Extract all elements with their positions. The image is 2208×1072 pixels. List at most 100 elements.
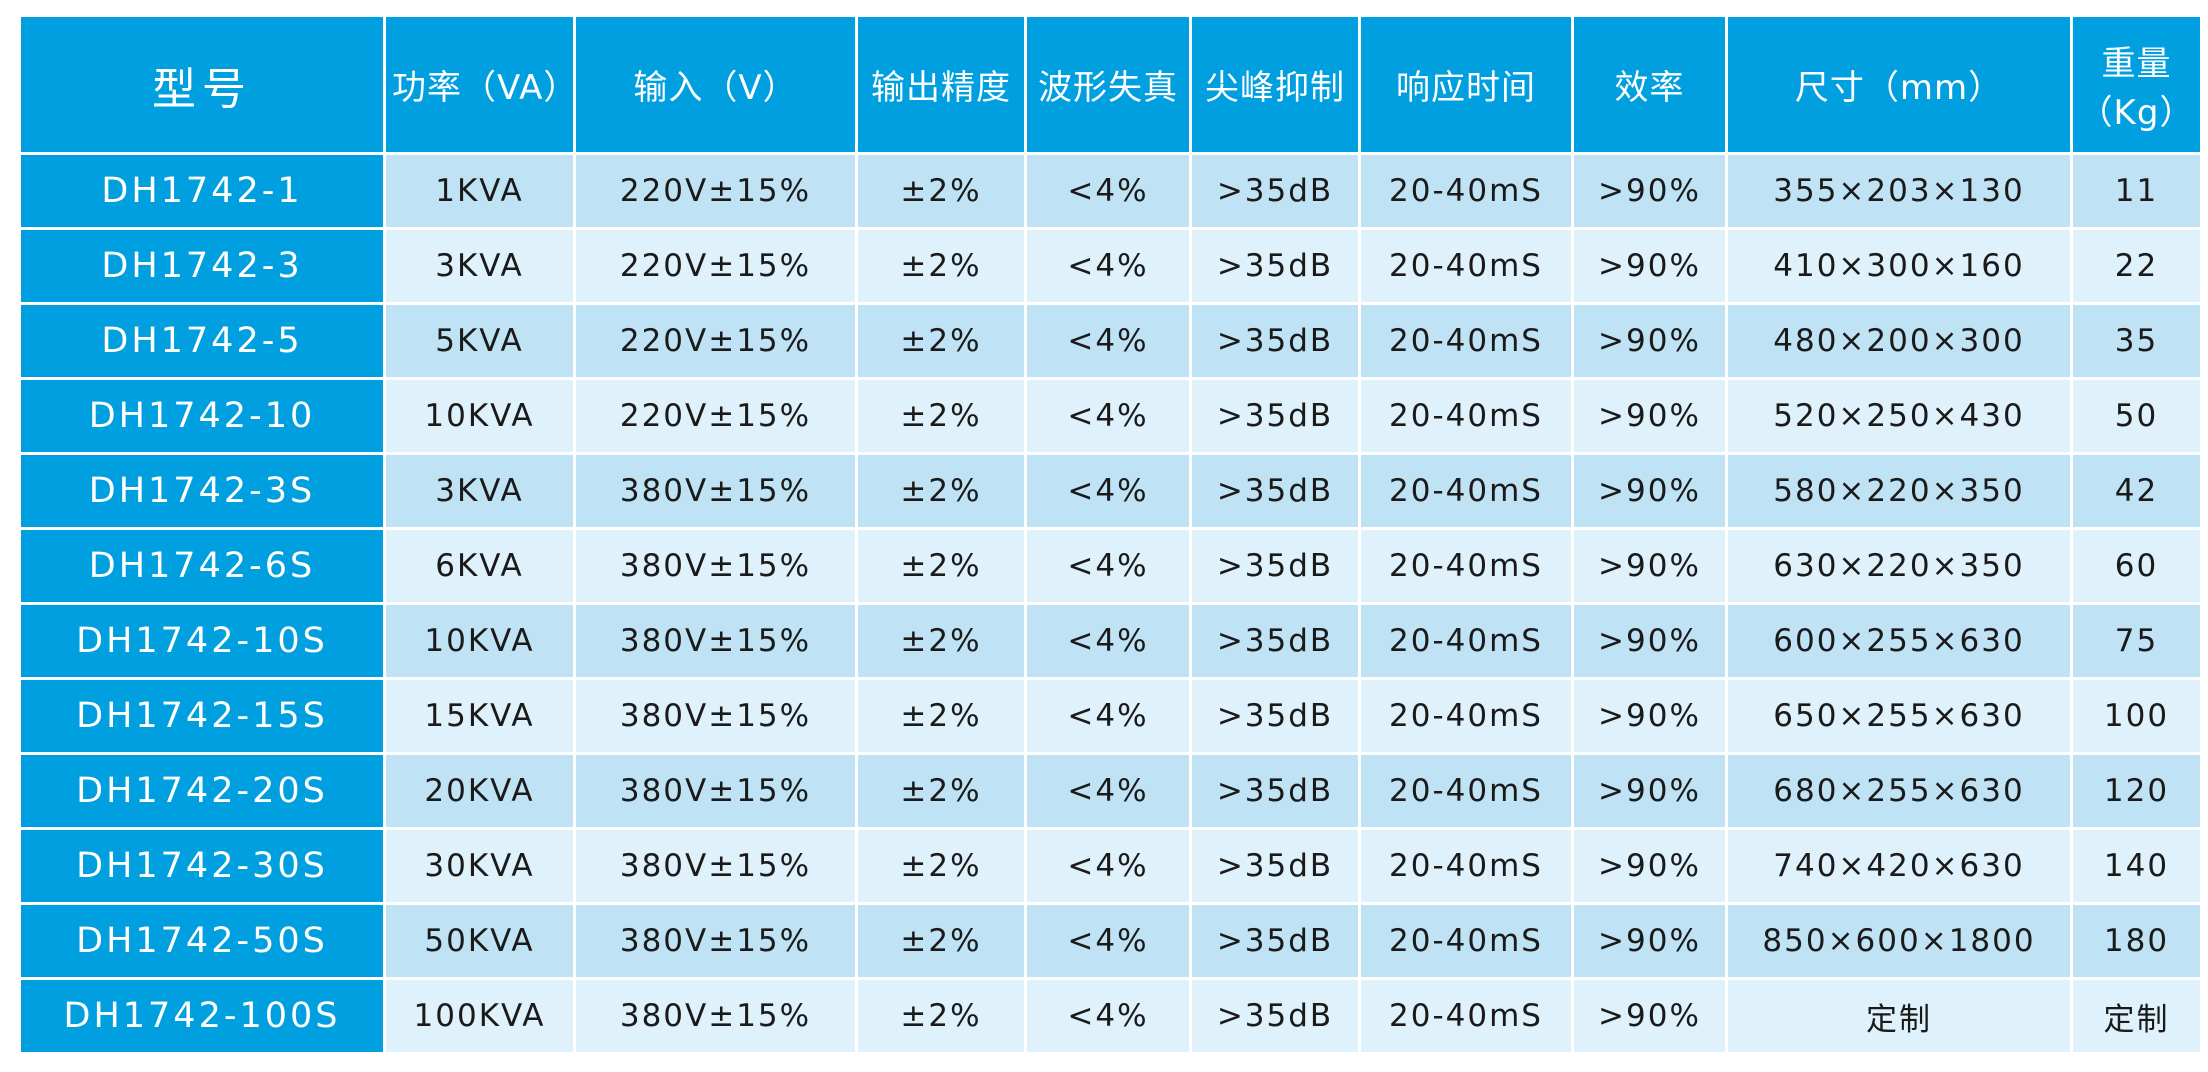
data-cell: <4% — [1027, 830, 1189, 902]
data-cell: 15KVA — [386, 680, 573, 752]
data-cell: ±2% — [858, 530, 1024, 602]
data-cell: >90% — [1574, 980, 1725, 1052]
data-cell: 20-40mS — [1361, 305, 1571, 377]
data-cell: 380V±15% — [576, 455, 855, 527]
data-cell: 20-40mS — [1361, 155, 1571, 227]
model-cell: DH1742-10 — [21, 380, 383, 452]
data-cell: >35dB — [1192, 305, 1358, 377]
data-cell: <4% — [1027, 380, 1189, 452]
header-cell: 重量（Kg） — [2073, 17, 2200, 152]
data-cell: 75 — [2073, 605, 2200, 677]
header-cell: 效率 — [1574, 17, 1725, 152]
data-cell: 11 — [2073, 155, 2200, 227]
data-cell: 740×420×630 — [1728, 830, 2070, 902]
data-cell: ±2% — [858, 755, 1024, 827]
model-cell: DH1742-20S — [21, 755, 383, 827]
data-cell: >90% — [1574, 455, 1725, 527]
header-cell: 功率（VA） — [386, 17, 577, 152]
data-cell: >90% — [1574, 305, 1725, 377]
data-cell: <4% — [1027, 230, 1189, 302]
data-cell: 42 — [2073, 455, 2200, 527]
data-cell: 220V±15% — [576, 155, 855, 227]
data-cell: >90% — [1574, 530, 1725, 602]
data-cell: 650×255×630 — [1728, 680, 2070, 752]
data-cell: 20-40mS — [1361, 455, 1571, 527]
model-cell: DH1742-100S — [21, 980, 383, 1052]
data-cell: >90% — [1574, 380, 1725, 452]
data-cell: 20-40mS — [1361, 230, 1571, 302]
data-cell: <4% — [1027, 455, 1189, 527]
data-cell: ±2% — [858, 230, 1024, 302]
data-cell: 50KVA — [386, 905, 573, 977]
data-cell: 520×250×430 — [1728, 380, 2070, 452]
data-cell: 定制 — [2073, 980, 2200, 1052]
data-cell: >35dB — [1192, 455, 1358, 527]
data-cell: 20-40mS — [1361, 905, 1571, 977]
data-cell: 5KVA — [386, 305, 573, 377]
data-cell: <4% — [1027, 755, 1189, 827]
data-cell: >35dB — [1192, 905, 1358, 977]
data-cell: ±2% — [858, 980, 1024, 1052]
data-cell: >35dB — [1192, 605, 1358, 677]
data-cell: 380V±15% — [576, 680, 855, 752]
data-cell: 3KVA — [386, 455, 573, 527]
data-cell: 220V±15% — [576, 380, 855, 452]
model-cell: DH1742-50S — [21, 905, 383, 977]
model-cell: DH1742-15S — [21, 680, 383, 752]
data-cell: 20-40mS — [1361, 680, 1571, 752]
data-cell: >35dB — [1192, 680, 1358, 752]
data-cell: ±2% — [858, 905, 1024, 977]
data-cell: 1KVA — [386, 155, 573, 227]
data-cell: 600×255×630 — [1728, 605, 2070, 677]
model-cell: DH1742-30S — [21, 830, 383, 902]
data-cell: 20-40mS — [1361, 530, 1571, 602]
data-cell: ±2% — [858, 830, 1024, 902]
data-cell: ±2% — [858, 380, 1024, 452]
data-cell: 580×220×350 — [1728, 455, 2070, 527]
data-cell: >90% — [1574, 605, 1725, 677]
data-cell: >35dB — [1192, 530, 1358, 602]
data-cell: >90% — [1574, 680, 1725, 752]
data-cell: 35 — [2073, 305, 2200, 377]
data-cell: 630×220×350 — [1728, 530, 2070, 602]
data-cell: 20-40mS — [1361, 830, 1571, 902]
header-cell: 输入（V） — [576, 17, 855, 152]
data-cell: <4% — [1027, 530, 1189, 602]
data-cell: 220V±15% — [576, 230, 855, 302]
data-cell: 680×255×630 — [1728, 755, 2070, 827]
data-cell: 20-40mS — [1361, 605, 1571, 677]
data-cell: >90% — [1574, 155, 1725, 227]
data-cell: 180 — [2073, 905, 2200, 977]
data-cell: 22 — [2073, 230, 2200, 302]
header-cell: 波形失真 — [1027, 17, 1189, 152]
data-cell: >35dB — [1192, 755, 1358, 827]
data-cell: 20-40mS — [1361, 755, 1571, 827]
data-cell: >90% — [1574, 830, 1725, 902]
data-cell: 100KVA — [386, 980, 573, 1052]
data-cell: 480×200×300 — [1728, 305, 2070, 377]
data-cell: 20KVA — [386, 755, 573, 827]
data-cell: 100 — [2073, 680, 2200, 752]
data-cell: >35dB — [1192, 380, 1358, 452]
data-cell: 50 — [2073, 380, 2200, 452]
data-cell: <4% — [1027, 305, 1189, 377]
data-cell: 380V±15% — [576, 530, 855, 602]
data-cell: 380V±15% — [576, 605, 855, 677]
data-cell: >35dB — [1192, 980, 1358, 1052]
data-cell: >35dB — [1192, 830, 1358, 902]
data-cell: 120 — [2073, 755, 2200, 827]
data-cell: 410×300×160 — [1728, 230, 2070, 302]
model-cell: DH1742-3S — [21, 455, 383, 527]
data-cell: ±2% — [858, 455, 1024, 527]
data-cell: 20-40mS — [1361, 380, 1571, 452]
model-cell: DH1742-10S — [21, 605, 383, 677]
data-cell: 850×600×1800 — [1728, 905, 2070, 977]
header-cell: 尖峰抑制 — [1192, 17, 1358, 152]
model-cell: DH1742-5 — [21, 305, 383, 377]
data-cell: >35dB — [1192, 230, 1358, 302]
data-cell: <4% — [1027, 605, 1189, 677]
header-cell: 型号 — [21, 17, 383, 152]
data-cell: >90% — [1574, 755, 1725, 827]
data-cell: 10KVA — [386, 380, 573, 452]
